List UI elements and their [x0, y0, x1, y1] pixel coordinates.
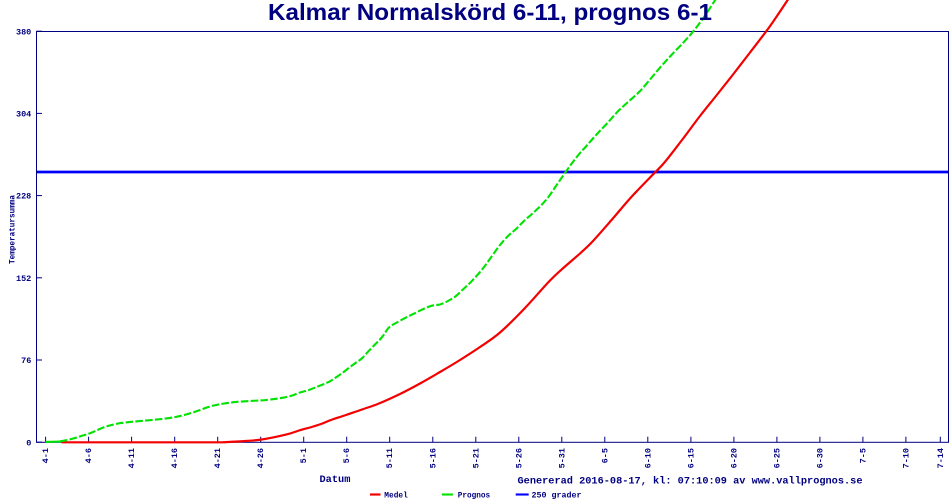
- svg-text:5-16: 5-16: [428, 448, 438, 468]
- svg-text:76: 76: [21, 356, 31, 366]
- svg-text:304: 304: [16, 110, 31, 120]
- svg-text:5-31: 5-31: [557, 448, 567, 468]
- svg-text:6-5: 6-5: [600, 448, 610, 463]
- svg-text:4-11: 4-11: [127, 448, 137, 468]
- svg-text:4-26: 4-26: [256, 448, 266, 468]
- svg-text:6-25: 6-25: [772, 448, 782, 468]
- svg-text:6-20: 6-20: [729, 448, 739, 468]
- svg-text:7-10: 7-10: [901, 448, 911, 468]
- svg-text:0: 0: [26, 438, 31, 448]
- svg-text:228: 228: [16, 192, 31, 202]
- svg-text:4-6: 4-6: [84, 448, 94, 463]
- svg-text:6-30: 6-30: [815, 448, 825, 468]
- svg-text:4-16: 4-16: [170, 448, 180, 468]
- svg-text:5-6: 5-6: [342, 448, 352, 463]
- svg-text:Kalmar Normalskörd 6-11, progn: Kalmar Normalskörd 6-11, prognos 6-1: [268, 0, 712, 25]
- svg-text:5-26: 5-26: [514, 448, 524, 468]
- svg-text:7-5: 7-5: [858, 448, 868, 463]
- svg-text:Medel: Medel: [384, 491, 408, 500]
- svg-text:250 grader: 250 grader: [532, 491, 582, 500]
- svg-text:5-1: 5-1: [299, 448, 309, 463]
- svg-text:5-11: 5-11: [385, 448, 395, 468]
- svg-text:7-14: 7-14: [936, 448, 946, 468]
- svg-text:4-1: 4-1: [41, 448, 51, 463]
- svg-text:6-15: 6-15: [686, 448, 696, 468]
- svg-text:4-21: 4-21: [213, 448, 223, 468]
- svg-text:5-21: 5-21: [471, 448, 481, 468]
- svg-text:Prognos: Prognos: [458, 492, 491, 500]
- svg-text:6-10: 6-10: [643, 448, 653, 468]
- svg-text:Temperatursumma: Temperatursumma: [8, 195, 17, 264]
- svg-text:152: 152: [16, 274, 31, 284]
- svg-text:380: 380: [16, 27, 31, 37]
- svg-text:Genererad 2016-08-17, kl: 07:1: Genererad 2016-08-17, kl: 07:10:09 av ww…: [518, 476, 863, 488]
- svg-text:Datum: Datum: [320, 474, 351, 486]
